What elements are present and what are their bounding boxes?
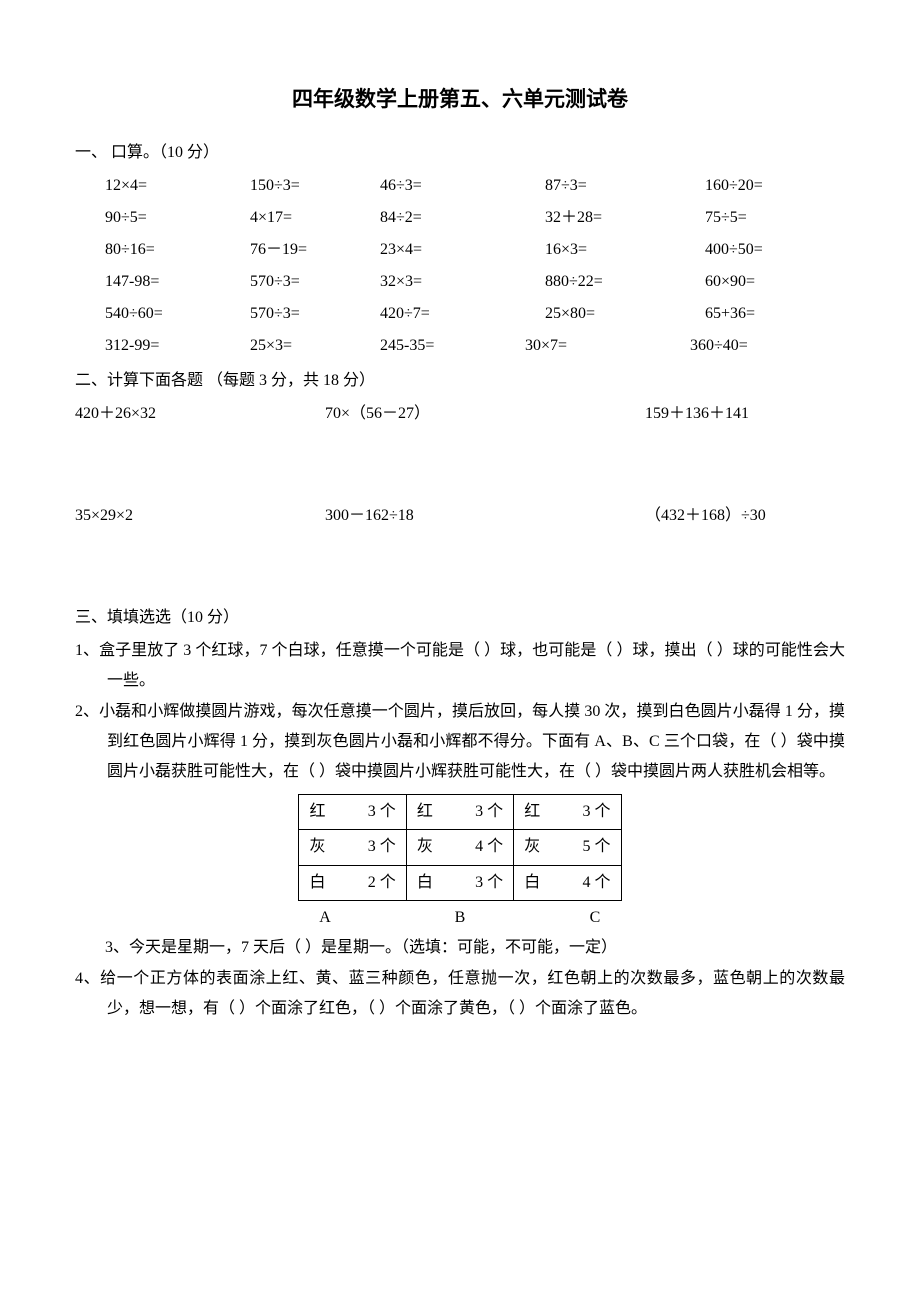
table-row: 白2 个 白3 个 白4 个	[299, 865, 621, 900]
mental-row: 540÷60= 570÷3= 420÷7= 25×80= 65+36=	[105, 298, 845, 330]
table-cell: 灰5 个	[514, 830, 621, 865]
mental-cell: 420÷7=	[380, 298, 545, 330]
table-cell: 红3 个	[406, 794, 513, 829]
table-col-label: A	[260, 903, 390, 933]
mental-row: 90÷5= 4×17= 84÷2= 32＋28= 75÷5=	[105, 202, 845, 234]
table-cell: 灰3 个	[299, 830, 406, 865]
bag-table: 红3 个 红3 个 红3 个 灰3 个 灰4 个 灰5 个 白2 个 白3 个 …	[298, 794, 621, 901]
mental-cell: 245-35=	[380, 330, 525, 362]
calc-cell: （432＋168）÷30	[645, 501, 845, 531]
bag-table-labels: A B C	[75, 903, 845, 933]
table-cell: 白2 个	[299, 865, 406, 900]
table-cell: 白3 个	[406, 865, 513, 900]
table-col-label: B	[390, 903, 530, 933]
mental-cell: 32＋28=	[545, 202, 705, 234]
mental-row: 312-99= 25×3= 245-35= 30×7= 360÷40=	[105, 330, 845, 362]
mental-cell: 87÷3=	[545, 170, 705, 202]
mental-cell: 12×4=	[105, 170, 250, 202]
table-cell: 红3 个	[514, 794, 621, 829]
section1-heading: 一、 口算。（10 分）	[75, 138, 845, 168]
mental-cell: 90÷5=	[105, 202, 250, 234]
mental-cell: 4×17=	[250, 202, 380, 234]
mental-row: 80÷16= 76－19= 23×4= 16×3= 400÷50=	[105, 234, 845, 266]
mental-cell: 540÷60=	[105, 298, 250, 330]
mental-row: 12×4= 150÷3= 46÷3= 87÷3= 160÷20=	[105, 170, 845, 202]
mental-cell: 570÷3=	[250, 266, 380, 298]
question-2: 2、小磊和小辉做摸圆片游戏，每次任意摸一个圆片，摸后放回，每人摸 30 次，摸到…	[75, 697, 845, 788]
section3-heading: 三、填填选选（10 分）	[75, 603, 845, 633]
mental-cell: 400÷50=	[705, 234, 845, 266]
section2-heading: 二、计算下面各题 （每题 3 分，共 18 分）	[75, 366, 845, 396]
mental-cell: 570÷3=	[250, 298, 380, 330]
table-col-label: C	[530, 903, 660, 933]
mental-cell: 75÷5=	[705, 202, 845, 234]
mental-cell: 80÷16=	[105, 234, 250, 266]
question-1: 1、盒子里放了 3 个红球，7 个白球，任意摸一个可能是（ ）球，也可能是（ ）…	[75, 636, 845, 697]
mental-cell: 32×3=	[380, 266, 545, 298]
table-row: 灰3 个 灰4 个 灰5 个	[299, 830, 621, 865]
mental-cell: 84÷2=	[380, 202, 545, 234]
calc-cell: 35×29×2	[75, 501, 325, 531]
mental-cell: 312-99=	[105, 330, 250, 362]
mental-math-grid: 12×4= 150÷3= 46÷3= 87÷3= 160÷20= 90÷5= 4…	[75, 170, 845, 362]
mental-cell: 880÷22=	[545, 266, 705, 298]
mental-cell: 65+36=	[705, 298, 845, 330]
mental-cell: 30×7=	[525, 330, 690, 362]
mental-cell: 23×4=	[380, 234, 545, 266]
page-title: 四年级数学上册第五、六单元测试卷	[75, 80, 845, 120]
mental-cell: 16×3=	[545, 234, 705, 266]
calc-cell: 159＋136＋141	[645, 399, 845, 429]
table-row: 红3 个 红3 个 红3 个	[299, 794, 621, 829]
mental-cell: 150÷3=	[250, 170, 380, 202]
bag-table-wrap: 红3 个 红3 个 红3 个 灰3 个 灰4 个 灰5 个 白2 个 白3 个 …	[75, 794, 845, 901]
calc-row-1: 420＋26×32 70×（56－27） 159＋136＋141	[75, 399, 845, 429]
mental-cell: 360÷40=	[690, 330, 830, 362]
calc-cell: 300－162÷18	[325, 501, 645, 531]
mental-cell: 160÷20=	[705, 170, 845, 202]
mental-cell: 60×90=	[705, 266, 845, 298]
mental-cell: 46÷3=	[380, 170, 545, 202]
question-3: 3、今天是星期一，7 天后（ ）是星期一。（选填：可能，不可能，一定）	[75, 933, 845, 963]
question-4: 4、给一个正方体的表面涂上红、黄、蓝三种颜色，任意抛一次，红色朝上的次数最多，蓝…	[75, 964, 845, 1025]
calc-cell: 420＋26×32	[75, 399, 325, 429]
mental-cell: 25×80=	[545, 298, 705, 330]
mental-cell: 76－19=	[250, 234, 380, 266]
mental-cell: 147-98=	[105, 266, 250, 298]
calc-row-2: 35×29×2 300－162÷18 （432＋168）÷30	[75, 501, 845, 531]
mental-row: 147-98= 570÷3= 32×3= 880÷22= 60×90=	[105, 266, 845, 298]
calc-cell: 70×（56－27）	[325, 399, 645, 429]
mental-cell: 25×3=	[250, 330, 380, 362]
table-cell: 白4 个	[514, 865, 621, 900]
table-cell: 红3 个	[299, 794, 406, 829]
table-cell: 灰4 个	[406, 830, 513, 865]
